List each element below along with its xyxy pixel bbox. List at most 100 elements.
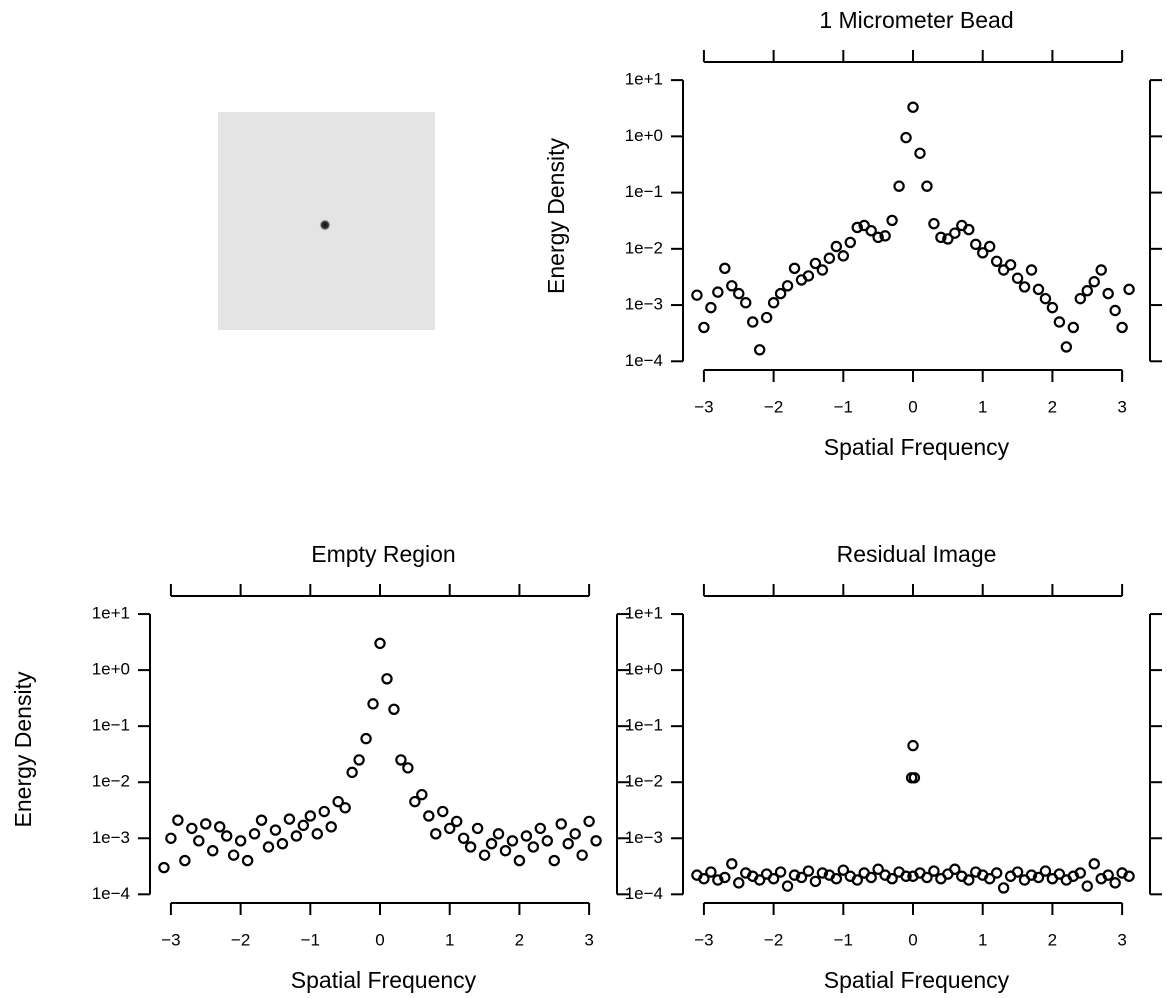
point <box>1081 285 1093 297</box>
point <box>513 854 526 867</box>
point <box>1025 869 1038 881</box>
point <box>990 255 1003 267</box>
point <box>1032 871 1045 884</box>
x-tick-label: 2 <box>1048 930 1057 949</box>
point <box>1088 858 1100 870</box>
x-tick-label: −1 <box>834 930 853 949</box>
point <box>402 762 414 774</box>
point <box>830 240 843 253</box>
point <box>1081 880 1093 892</box>
panel: −3 −2 −1 0 1 2 3 1e−4 1e−3 1e−2 1e−1 1e+0 1e+1 1 Micr… <box>543 7 1162 460</box>
point <box>705 866 717 878</box>
x-tick-label: −2 <box>231 930 250 949</box>
point <box>983 872 996 885</box>
x-tick-label: 3 <box>1117 397 1126 416</box>
x-tick-label: −2 <box>764 930 783 949</box>
point <box>576 849 588 861</box>
point <box>816 867 829 879</box>
point <box>207 845 219 857</box>
point <box>562 837 574 850</box>
panel: −3 −2 −1 0 1 2 3 1e−4 1e−3 1e−2 1e−1 1e+0 1e+1 Empty … <box>10 541 629 993</box>
point <box>865 871 877 884</box>
x-axis-label: Spatial Frequency <box>824 967 1010 993</box>
point <box>1102 869 1114 881</box>
point <box>1060 341 1073 353</box>
point <box>733 877 745 889</box>
point <box>872 231 884 244</box>
y-tick-label: 1e−4 <box>625 351 663 370</box>
point <box>997 882 1010 894</box>
point <box>858 219 870 232</box>
point <box>879 230 891 242</box>
y-tick-label: 1e+1 <box>625 604 663 623</box>
point <box>760 311 773 324</box>
panel-title: Empty Region <box>311 541 455 567</box>
x-tick-label: 2 <box>515 930 524 949</box>
point <box>492 828 505 840</box>
point <box>193 835 205 847</box>
y-tick-label: 1e−3 <box>625 295 663 314</box>
point <box>311 828 323 840</box>
point <box>698 872 710 885</box>
point <box>726 858 738 870</box>
point <box>907 739 919 752</box>
point <box>837 250 850 262</box>
point <box>949 227 961 239</box>
y-tick-label: 1e−1 <box>625 716 663 735</box>
panel-title: 1 Micrometer Bead <box>819 7 1013 33</box>
x-tick-label: 1 <box>445 930 454 949</box>
point <box>1053 316 1066 328</box>
point <box>234 835 247 847</box>
point <box>1116 321 1128 334</box>
x-tick-label: 2 <box>1048 397 1057 416</box>
y-tick-label: 1e+1 <box>625 70 663 89</box>
point <box>774 287 787 300</box>
point <box>865 225 877 237</box>
point <box>416 788 428 801</box>
point <box>360 732 372 745</box>
point <box>740 297 752 309</box>
point <box>214 821 226 833</box>
point <box>1074 867 1086 879</box>
point <box>1095 264 1107 276</box>
x-tick-label: 0 <box>908 397 917 416</box>
point <box>1053 868 1066 880</box>
point <box>179 854 191 867</box>
point <box>726 280 738 292</box>
x-tick-label: 3 <box>1117 930 1126 949</box>
point <box>339 802 351 814</box>
point <box>262 841 275 853</box>
point <box>444 822 456 835</box>
point <box>1046 301 1059 314</box>
bead-spot <box>319 219 331 231</box>
point <box>430 828 442 840</box>
point <box>457 832 470 844</box>
y-tick-label: 1e−2 <box>625 238 663 257</box>
y-axis-label: Energy Density <box>543 138 569 294</box>
x-tick-label: 1 <box>978 397 987 416</box>
point <box>705 301 717 314</box>
point <box>837 864 850 876</box>
point <box>900 131 912 144</box>
point <box>381 673 393 685</box>
y-tick-label: 1e−2 <box>625 772 663 791</box>
y-tick-label: 1e−2 <box>92 772 130 791</box>
point <box>914 147 926 159</box>
point <box>767 297 780 309</box>
point <box>409 795 421 808</box>
point <box>506 835 519 847</box>
point <box>802 270 815 282</box>
point <box>569 828 581 840</box>
point <box>809 875 822 888</box>
point <box>534 822 547 835</box>
point <box>583 815 595 828</box>
point <box>1109 877 1121 889</box>
y-tick-label: 1e+0 <box>92 660 130 679</box>
point <box>423 810 435 822</box>
point <box>255 814 268 826</box>
point <box>921 180 933 192</box>
point <box>830 872 843 885</box>
point <box>928 865 940 877</box>
point <box>1123 870 1135 882</box>
